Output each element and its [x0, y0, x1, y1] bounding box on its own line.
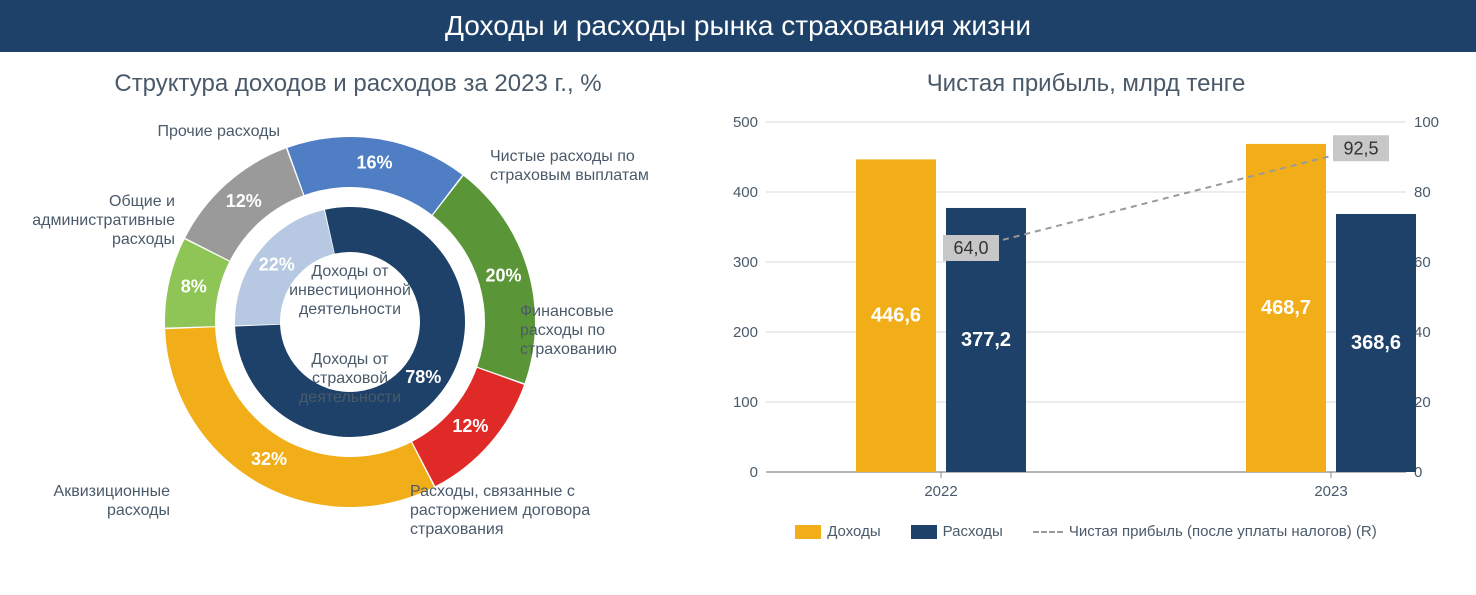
bar-panel: Чистая прибыль, млрд тенге 0 100 200 300 400… — [716, 62, 1456, 572]
pct-acquisition: 32% — [251, 449, 287, 469]
label-invest-income: Доходы от инвестиционной деятельности — [275, 262, 425, 320]
barval-expense-2023: 368,6 — [1351, 332, 1401, 354]
legend-expense: Расходы — [911, 523, 1003, 540]
yr-tick: 20 — [1414, 394, 1431, 411]
legend-income-label: Доходы — [827, 523, 880, 540]
profit-marker-text: 92,5 — [1343, 138, 1378, 158]
yr-tick: 60 — [1414, 254, 1431, 271]
yl-tick: 200 — [733, 324, 758, 341]
legend-income: Доходы — [795, 523, 880, 540]
bar-svg: 0100200300400500020406080100446,6377,220… — [716, 112, 1456, 512]
yl-tick: 300 — [733, 254, 758, 271]
slice-net_claims — [287, 137, 462, 215]
barval-expense-2022: 377,2 — [961, 329, 1011, 351]
bar-chart: 0100200300400500020406080100446,6377,220… — [716, 112, 1456, 572]
bar-title: Чистая прибыль, млрд тенге — [716, 70, 1456, 98]
page-header: Доходы и расходы рынка страхования жизни — [0, 0, 1476, 52]
donut-chart: 16%20%12%32%8%12%22%78% Чистые расходы п… — [20, 112, 680, 572]
yl-tick: 400 — [733, 184, 758, 201]
panels-row: Структура доходов и расходов за 2023 г.,… — [0, 52, 1476, 572]
legend-expense-label: Расходы — [943, 523, 1003, 540]
barval-income-2022: 446,6 — [871, 305, 921, 327]
legend-line: Чистая прибыль (после уплаты налогов) (R… — [1033, 523, 1377, 540]
profit-marker-text: 64,0 — [953, 238, 988, 258]
label-admin: Общие и административные расходы — [15, 192, 175, 250]
yr-tick: 40 — [1414, 324, 1431, 341]
yr-tick: 100 — [1414, 114, 1439, 131]
donut-panel: Структура доходов и расходов за 2023 г.,… — [20, 62, 696, 572]
label-acquisition: Аквизиционные расходы — [30, 482, 170, 520]
pct-termination: 12% — [452, 416, 488, 436]
label-other: Прочие расходы — [120, 122, 280, 141]
cat-label: 2023 — [1314, 483, 1347, 500]
label-termination: Расходы, связанные с расторжением догово… — [410, 482, 620, 540]
donut-svg: 16%20%12%32%8%12%22%78% — [160, 112, 540, 532]
label-net-claims: Чистые расходы по страховым выплатам — [490, 147, 670, 185]
bar-legend: Доходы Расходы Чистая прибыль (после упл… — [716, 523, 1456, 540]
yl-tick: 100 — [733, 394, 758, 411]
donut-title: Структура доходов и расходов за 2023 г.,… — [20, 70, 696, 98]
legend-line-label: Чистая прибыль (после уплаты налогов) (R… — [1069, 523, 1377, 540]
yl-tick: 500 — [733, 114, 758, 131]
pct-other: 12% — [226, 191, 262, 211]
label-insurance-income: Доходы от страховой деятельности — [275, 350, 425, 408]
header-title: Доходы и расходы рынка страхования жизни — [445, 10, 1031, 41]
pct-admin: 8% — [181, 276, 207, 296]
label-fin-exp: Финансовые расходы по страхованию — [520, 302, 680, 360]
pct-fin_exp: 20% — [485, 266, 521, 286]
barval-income-2023: 468,7 — [1261, 297, 1311, 319]
yl-tick: 0 — [750, 464, 758, 481]
cat-label: 2022 — [924, 483, 957, 500]
pct-net_claims: 16% — [356, 153, 392, 173]
yr-tick: 80 — [1414, 184, 1431, 201]
